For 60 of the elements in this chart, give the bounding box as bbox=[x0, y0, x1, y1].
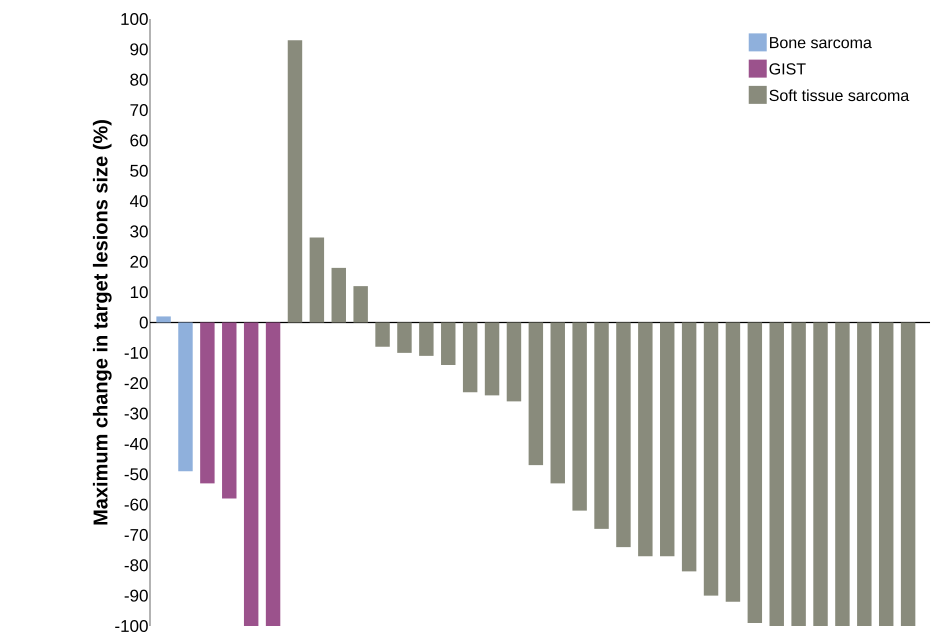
bar bbox=[462, 322, 478, 392]
bar bbox=[900, 322, 916, 626]
y-tick-label: 30 bbox=[130, 225, 148, 238]
bar bbox=[682, 322, 696, 572]
bar bbox=[244, 322, 258, 626]
y-tick-label: -10 bbox=[124, 346, 148, 359]
bar bbox=[266, 322, 280, 626]
bar bbox=[419, 322, 434, 356]
bar bbox=[770, 322, 784, 626]
bar bbox=[660, 322, 674, 556]
bar bbox=[594, 322, 609, 529]
bar bbox=[222, 322, 236, 499]
bar bbox=[353, 286, 368, 322]
y-tick-label: 100 bbox=[121, 12, 148, 26]
y-tick-label: 10 bbox=[130, 286, 148, 298]
y-tick-label: 0 bbox=[140, 316, 148, 329]
bar bbox=[813, 322, 828, 626]
bar bbox=[550, 322, 565, 484]
bar bbox=[375, 322, 390, 347]
y-tick-label: -20 bbox=[124, 377, 148, 390]
y-tick-label: -50 bbox=[124, 468, 148, 480]
bar bbox=[791, 322, 806, 626]
bar bbox=[506, 322, 522, 402]
bar bbox=[310, 238, 324, 322]
bar bbox=[835, 322, 850, 626]
bar bbox=[441, 322, 456, 365]
bar bbox=[156, 316, 171, 322]
bar bbox=[484, 322, 500, 396]
y-tick-label: 70 bbox=[130, 104, 148, 116]
y-tick-label: -90 bbox=[124, 590, 148, 602]
y-tick-label: 50 bbox=[130, 164, 148, 177]
bar bbox=[200, 322, 215, 484]
bar bbox=[857, 322, 872, 626]
y-tick-label: -40 bbox=[124, 438, 148, 450]
bar bbox=[332, 268, 346, 322]
bar bbox=[704, 322, 718, 596]
bar bbox=[528, 322, 544, 466]
y-tick-label: 20 bbox=[130, 256, 148, 268]
legend-label: Soft tissue sarcoma bbox=[769, 89, 910, 102]
bar bbox=[178, 322, 193, 472]
bar bbox=[878, 322, 894, 626]
bar bbox=[726, 322, 740, 602]
bar bbox=[572, 322, 587, 511]
y-tick-label: 90 bbox=[130, 43, 148, 56]
y-axis-title: Maximum change in target lesions size (%) bbox=[92, 120, 112, 525]
bar bbox=[616, 322, 631, 548]
bar bbox=[288, 40, 302, 322]
y-tick-label: 60 bbox=[130, 134, 148, 146]
y-tick-label: 40 bbox=[130, 195, 148, 208]
bar bbox=[748, 322, 762, 623]
legend-label: Bone sarcoma bbox=[770, 37, 872, 48]
y-tick-label: -100 bbox=[115, 620, 148, 632]
y-tick-label: 80 bbox=[130, 74, 148, 86]
y-tick-label: -30 bbox=[124, 408, 148, 420]
y-tick-label: -70 bbox=[124, 528, 148, 541]
y-tick-label: -60 bbox=[124, 498, 148, 511]
bar bbox=[638, 322, 653, 556]
y-tick-label: -80 bbox=[124, 559, 148, 572]
legend-label: GIST bbox=[770, 63, 806, 75]
bar bbox=[397, 322, 412, 353]
